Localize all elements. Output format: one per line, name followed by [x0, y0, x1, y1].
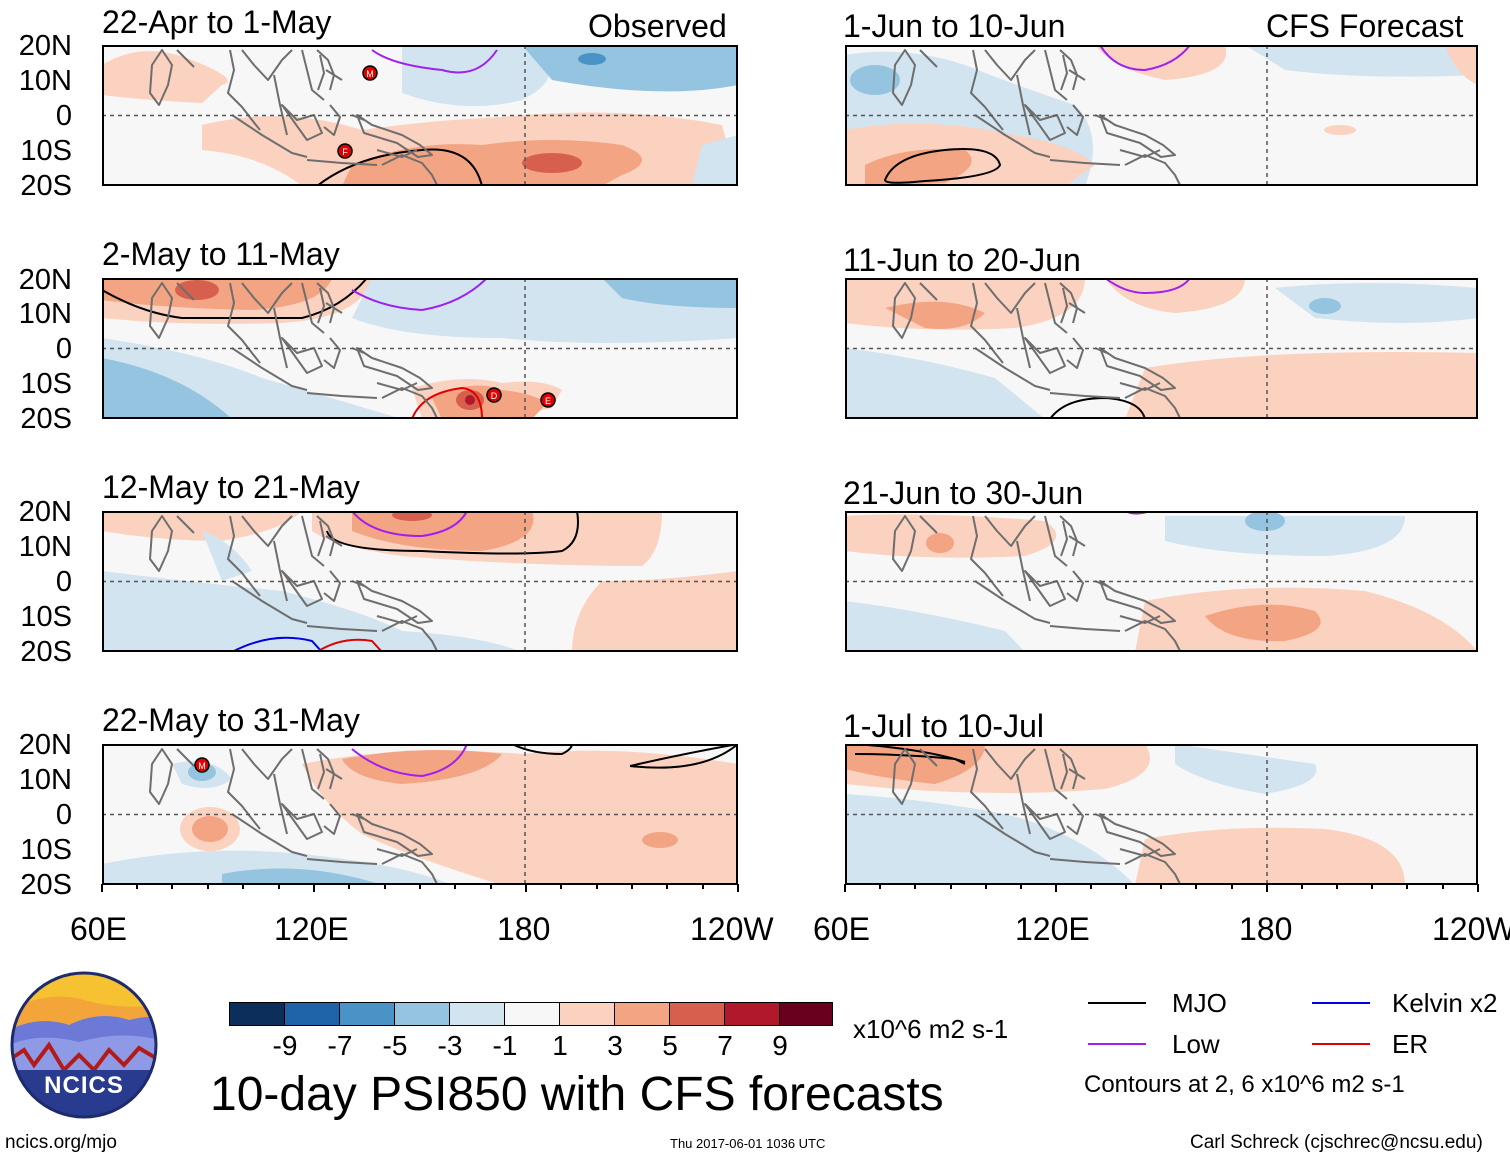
- storm-marker-icon: F: [337, 143, 353, 159]
- legend-label-er: ER: [1392, 1029, 1429, 1059]
- panel-title-right-2: 11-Jun to 20-Jun: [843, 242, 1081, 278]
- panel-title-left-2: 2-May to 11-May: [102, 236, 340, 272]
- lat-label: 10S: [20, 135, 72, 167]
- storm-marker-icon: D: [486, 387, 502, 403]
- colorbar-swatch: [779, 1002, 833, 1026]
- colorbar-label: 7: [717, 1030, 733, 1061]
- map-panel-left-2: D E: [102, 278, 738, 419]
- legend-label-kelvin: Kelvin x2: [1392, 988, 1498, 1018]
- colorbar-swatch: [614, 1002, 670, 1026]
- colorbar-swatch: [229, 1002, 285, 1026]
- tick-marks-left: [101, 884, 739, 892]
- lat-label: 10S: [20, 601, 72, 633]
- map-panel-left-3: [102, 511, 738, 652]
- tick-marks-right: [844, 884, 1479, 892]
- colorbar-swatch: [284, 1002, 340, 1026]
- ncics-logo: NCICS: [10, 971, 158, 1119]
- lon-label: 180: [1239, 911, 1293, 947]
- panel-title-left-3: 12-May to 21-May: [102, 469, 360, 505]
- panel-title-left-4: 22-May to 31-May: [102, 702, 360, 738]
- lat-label: 20S: [20, 170, 72, 202]
- colorbar-swatch: [449, 1002, 505, 1026]
- legend-line-mjo: [1088, 1002, 1146, 1004]
- legend-line-er: [1312, 1043, 1370, 1045]
- colorbar-label: 9: [772, 1030, 788, 1061]
- lat-label: 10N: [18, 298, 72, 330]
- colorbar-swatch: [394, 1002, 450, 1026]
- legend-label-low: Low: [1172, 1029, 1220, 1059]
- panel-title-right-1: 1-Jun to 10-Jun: [843, 8, 1066, 44]
- lat-label: 20N: [18, 30, 72, 62]
- colorbar-label: 1: [552, 1030, 568, 1061]
- lat-label: 10N: [18, 531, 72, 563]
- lon-label: 120W: [1432, 911, 1510, 947]
- colorbar-label: -1: [492, 1030, 518, 1061]
- svg-text:F: F: [342, 147, 348, 157]
- lat-label: 10N: [18, 764, 72, 796]
- map-panel-right-4: [845, 744, 1478, 885]
- lat-label: 0: [55, 799, 72, 831]
- svg-text:D: D: [491, 391, 498, 401]
- lon-label: 60E: [813, 911, 870, 947]
- footer-url: ncics.org/mjo: [5, 1132, 117, 1153]
- footer-author: Carl Schreck (cjschrec@ncsu.edu): [1190, 1132, 1483, 1153]
- panel-title-right-3: 21-Jun to 30-Jun: [843, 475, 1084, 511]
- colorbar-label: -3: [437, 1030, 463, 1061]
- legend-line-low: [1088, 1043, 1146, 1045]
- colorbar-swatch: [559, 1002, 615, 1026]
- storm-marker-icon: M: [194, 757, 210, 773]
- lat-label: 20S: [20, 403, 72, 435]
- lat-label: 0: [55, 333, 72, 365]
- legend-line-kelvin: [1312, 1002, 1370, 1004]
- lat-label: 10S: [20, 368, 72, 400]
- colorbar-swatch: [504, 1002, 560, 1026]
- panel-title-left-1: 22-Apr to 1-May: [102, 4, 332, 40]
- lat-label: 20S: [20, 869, 72, 901]
- lat-label: 20N: [18, 729, 72, 761]
- lon-label: 180: [497, 911, 551, 947]
- svg-text:M: M: [366, 69, 374, 79]
- colorbar-label: -7: [327, 1030, 353, 1061]
- map-panel-right-3: [845, 511, 1478, 652]
- storm-marker-icon: E: [540, 392, 556, 408]
- colorbar-label: -5: [382, 1030, 408, 1061]
- lon-label: 120W: [690, 911, 774, 947]
- lat-label: 0: [55, 566, 72, 598]
- colorbar-label: 3: [607, 1030, 623, 1061]
- colorbar-swatch: [669, 1002, 725, 1026]
- footer-timestamp: Thu 2017-06-01 1036 UTC: [670, 1136, 826, 1151]
- panel-title-right-4: 1-Jul to 10-Jul: [843, 708, 1044, 744]
- legend-label-mjo: MJO: [1172, 988, 1227, 1018]
- colorbar-label: 5: [662, 1030, 678, 1061]
- svg-text:M: M: [198, 761, 206, 771]
- lon-label: 60E: [70, 911, 127, 947]
- cfs-forecast-header: CFS Forecast: [1266, 8, 1464, 44]
- lat-label: 0: [55, 100, 72, 132]
- svg-text:E: E: [545, 396, 551, 406]
- lon-label: 120E: [274, 911, 349, 947]
- colorbar-swatch: [724, 1002, 780, 1026]
- map-panel-left-4: M: [102, 744, 738, 885]
- storm-marker-icon: M: [362, 65, 378, 81]
- map-panel-right-1: [845, 45, 1478, 186]
- colorbar-label: -9: [272, 1030, 298, 1061]
- lat-label: 20S: [20, 636, 72, 668]
- main-title: 10-day PSI850 with CFS forecasts: [210, 1068, 944, 1121]
- logo-text: NCICS: [44, 1072, 124, 1099]
- lat-label: 10S: [20, 834, 72, 866]
- lat-label: 20N: [18, 264, 72, 296]
- legend-contours-note: Contours at 2, 6 x10^6 m2 s-1: [1084, 1071, 1405, 1098]
- map-panel-right-2: [845, 278, 1478, 419]
- map-panel-left-1: M F: [102, 45, 738, 186]
- lat-label: 20N: [18, 496, 72, 528]
- observed-header: Observed: [588, 8, 727, 44]
- colorbar-units: x10^6 m2 s-1: [853, 1014, 1009, 1044]
- colorbar-swatch: [339, 1002, 395, 1026]
- lon-label: 120E: [1015, 911, 1090, 947]
- lat-label: 10N: [18, 65, 72, 97]
